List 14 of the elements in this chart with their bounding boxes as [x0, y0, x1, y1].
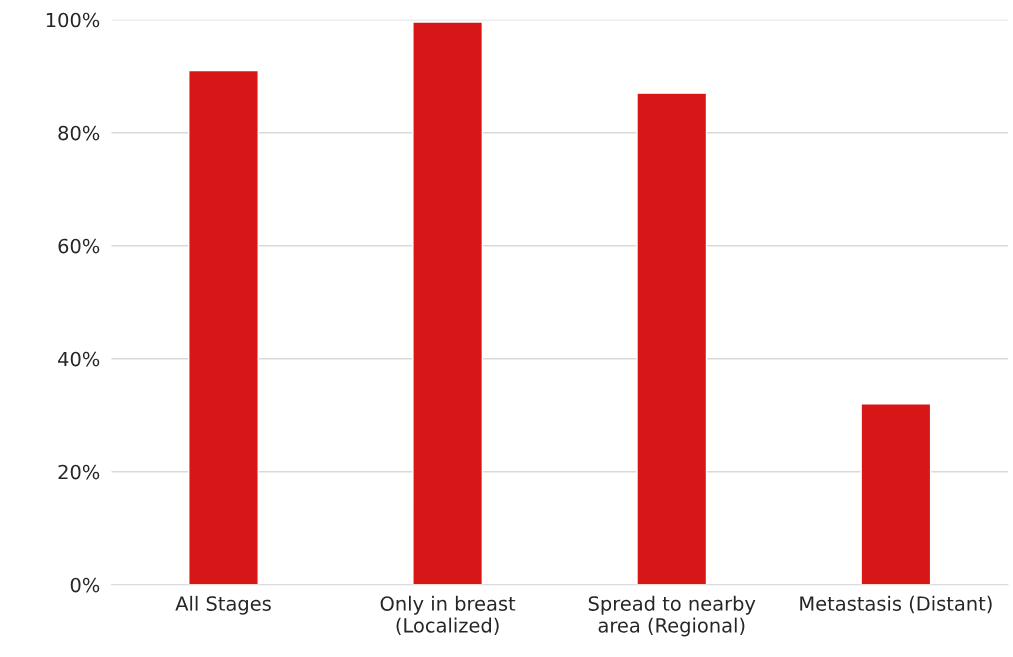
bar: [860, 403, 932, 585]
y-tick-label: 20%: [58, 464, 100, 480]
bar: [636, 92, 708, 585]
x-tick-label: Metastasis (Distant): [800, 595, 992, 614]
x-tick-label: Spread to nearby area (Regional): [588, 595, 756, 637]
x-tick-label: All Stages: [175, 595, 271, 615]
y-tick-label: 60%: [58, 238, 100, 254]
bar: [412, 21, 484, 585]
y-tick-label: 40%: [58, 351, 100, 367]
y-tick-label: 0%: [70, 577, 100, 593]
y-tick-label: 80%: [58, 125, 100, 141]
y-tick-label: 100%: [46, 12, 100, 28]
bar: [188, 69, 259, 585]
x-tick-label: Only in breast (Localized): [380, 595, 516, 635]
